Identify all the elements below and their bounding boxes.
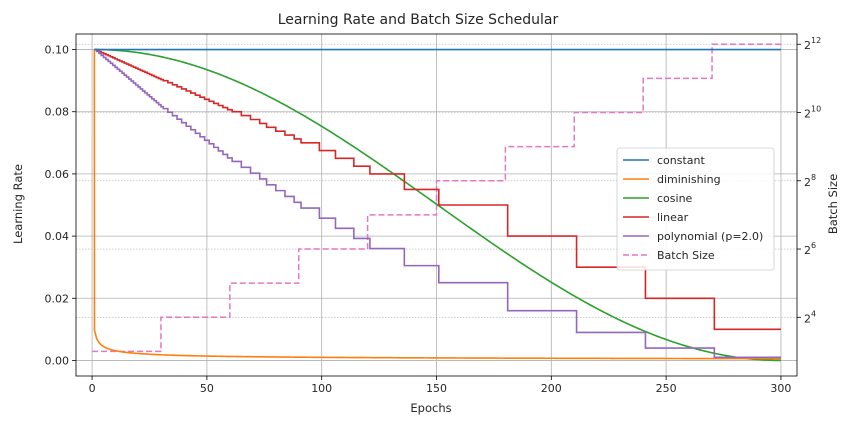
x-tick-label: 50 [200,382,214,395]
y-tick-label: 0.06 [45,168,70,181]
chart-title: Learning Rate and Batch Size Schedular [278,12,559,28]
x-tick-label: 0 [89,382,96,395]
series-line-polynomial-p-2-0 [94,48,781,359]
legend-label: linear [657,211,689,224]
series-line-batch-size [92,43,781,353]
legend-box [616,147,775,271]
x-tick-label: 150 [426,382,447,395]
legend-label: cosine [657,192,693,205]
y-axis-label: Learning Rate [11,164,25,244]
y2-axis-label: Batch Size [826,174,840,234]
y-tick-label: 0.08 [45,106,70,119]
legend: constant diminishing cosine linear polynomia… [616,147,775,271]
legend-label: constant [657,154,706,167]
x-axis-label: Epochs [410,401,451,415]
y-tick-label: 0.02 [45,292,70,305]
legend-label: polynomial (p=2.0) [657,230,763,243]
x-tick-label: 250 [656,382,677,395]
plot-lines [92,43,781,362]
series-line-cosine [94,48,781,362]
y-tick-label: 0.10 [45,44,70,57]
y-tick-label: 0.00 [45,354,70,367]
y-tick-label: 0.04 [45,230,70,243]
x-tick-label: 300 [770,382,791,395]
legend-label: Batch Size [657,249,715,262]
x-tick-label: 200 [541,382,562,395]
series-line-linear [94,48,781,331]
series-line-diminishing [93,49,781,360]
legend-label: diminishing [657,173,721,186]
x-tick-label: 100 [311,382,332,395]
